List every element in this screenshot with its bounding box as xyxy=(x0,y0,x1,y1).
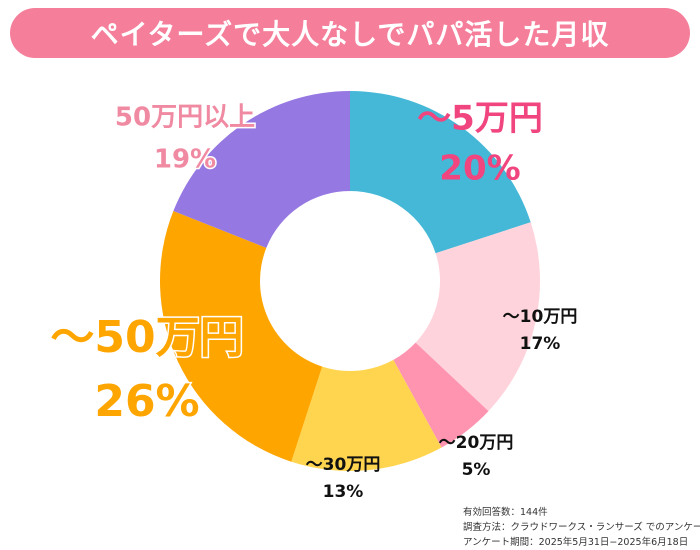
slice-4 xyxy=(160,211,323,462)
category-label-5: 50万円以上 xyxy=(115,103,255,133)
value-label-2: 5% xyxy=(462,460,491,480)
category-label-1: 〜10万円 xyxy=(503,307,578,327)
footnote: 有効回答数：144件 調査方法：クラウドワークス・ランサーズ でのアンケート ア… xyxy=(463,505,700,550)
value-label-4: 26% xyxy=(94,376,199,427)
category-label-2: 〜20万円 xyxy=(439,433,514,453)
category-label-3: 〜30万円 xyxy=(306,455,381,475)
value-label-1: 17% xyxy=(520,334,561,354)
footnote-method: 調査方法：クラウドワークス・ランサーズ でのアンケート xyxy=(463,522,700,533)
title-banner: ペイターズで大人なしでパパ活した月収 xyxy=(10,8,690,58)
footnote-period: アンケート期間：2025年5月31日−2025年6月18日 xyxy=(463,537,689,548)
category-label-4: 〜50万円 xyxy=(50,312,243,363)
slice-3 xyxy=(291,359,442,472)
value-label-3: 13% xyxy=(323,482,364,502)
slice-2 xyxy=(393,342,489,448)
slice-5 xyxy=(173,91,350,248)
footnote-respondents: 有効回答数：144件 xyxy=(463,507,548,518)
slice-1 xyxy=(415,222,540,412)
value-label-5: 19% xyxy=(154,145,216,175)
value-label-0: 20% xyxy=(439,149,520,189)
chart-title: ペイターズで大人なしでパパ活した月収 xyxy=(90,18,610,51)
category-label-0: 〜5万円 xyxy=(417,99,543,139)
slice-0 xyxy=(350,91,531,254)
